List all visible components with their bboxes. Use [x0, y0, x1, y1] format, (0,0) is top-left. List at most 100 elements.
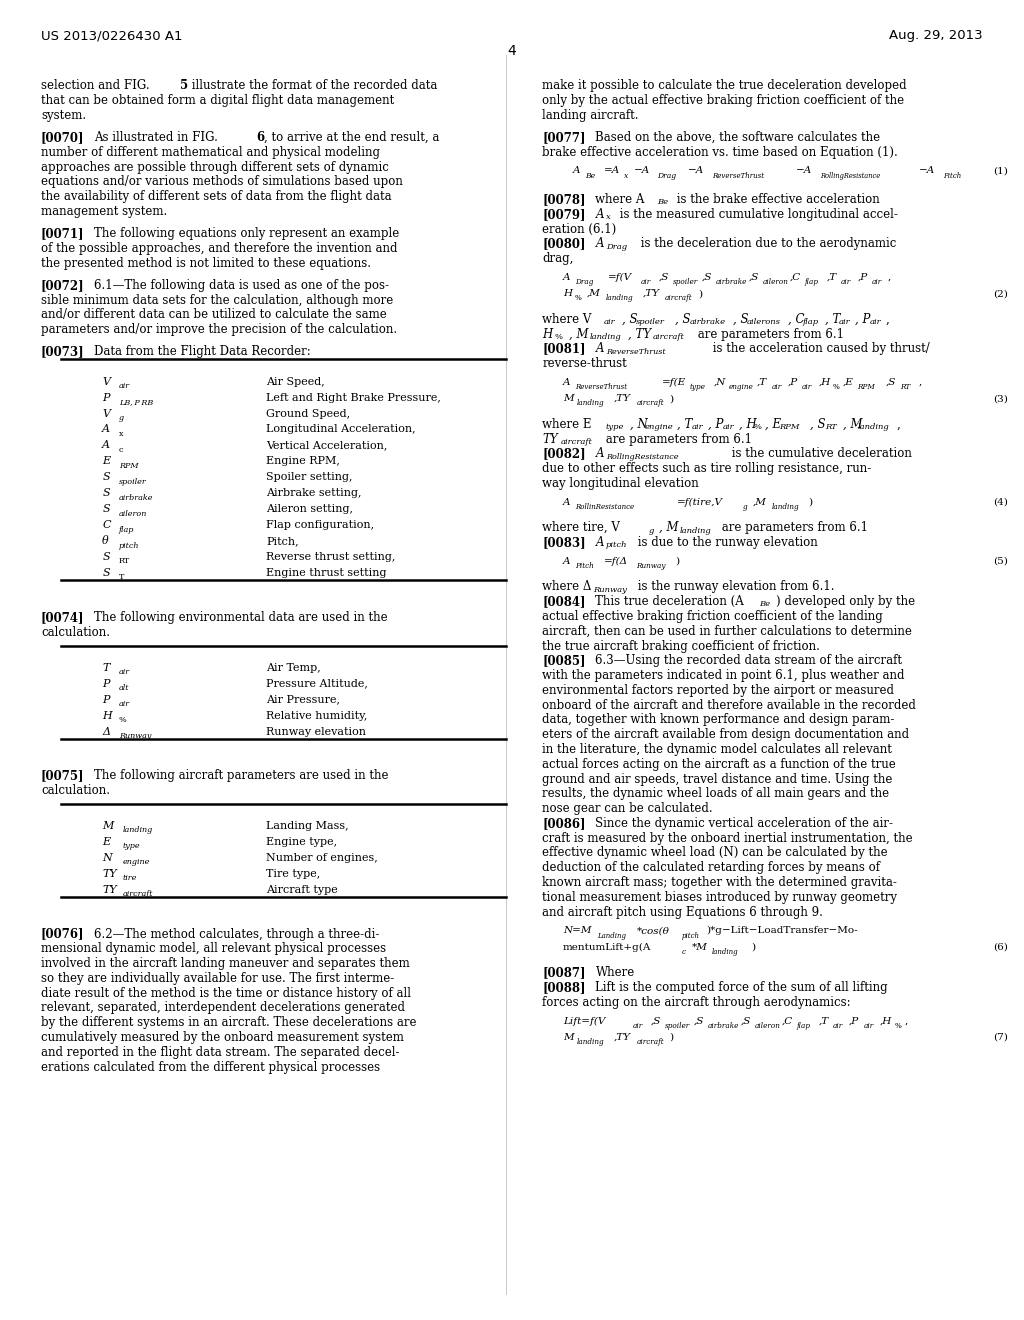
- Text: ): ): [751, 942, 755, 952]
- Text: S: S: [102, 488, 110, 499]
- Text: Δ: Δ: [102, 726, 111, 737]
- Text: Tire type,: Tire type,: [266, 869, 321, 879]
- Text: Relative humidity,: Relative humidity,: [266, 710, 368, 721]
- Text: ,M: ,M: [753, 498, 767, 507]
- Text: ReverseThrust: ReverseThrust: [605, 347, 666, 355]
- Text: [0081]: [0081]: [543, 342, 586, 355]
- Text: Reverse thrust setting,: Reverse thrust setting,: [266, 552, 395, 562]
- Text: so they are individually available for use. The first interme-: so they are individually available for u…: [41, 972, 394, 985]
- Text: , to arrive at the end result, a: , to arrive at the end result, a: [264, 131, 439, 144]
- Text: is the acceleration caused by thrust/: is the acceleration caused by thrust/: [709, 342, 930, 355]
- Text: ,S: ,S: [658, 273, 670, 282]
- Text: c: c: [119, 446, 123, 454]
- Text: involved in the aircraft landing maneuver and separates them: involved in the aircraft landing maneuve…: [41, 957, 410, 970]
- Text: where tire, V: where tire, V: [543, 521, 621, 535]
- Text: engine: engine: [123, 858, 151, 866]
- Text: RT: RT: [824, 422, 837, 432]
- Text: ,S: ,S: [650, 1016, 662, 1026]
- Text: airbrake: airbrake: [689, 318, 726, 326]
- Text: actual effective braking friction coefficient of the landing: actual effective braking friction coeffi…: [543, 610, 883, 623]
- Text: ,S: ,S: [886, 378, 896, 387]
- Text: ,P: ,P: [857, 273, 867, 282]
- Text: Left and Right Brake Pressure,: Left and Right Brake Pressure,: [266, 392, 441, 403]
- Text: [0071]: [0071]: [41, 227, 84, 240]
- Text: 5: 5: [180, 79, 188, 92]
- Text: , T: , T: [824, 313, 840, 326]
- Text: make it possible to calculate the true deceleration developed: make it possible to calculate the true d…: [543, 79, 907, 92]
- Text: TY: TY: [102, 884, 117, 895]
- Text: landing: landing: [590, 333, 622, 341]
- Text: C: C: [102, 520, 111, 531]
- Text: air: air: [119, 668, 130, 676]
- Text: eters of the aircraft available from design documentation and: eters of the aircraft available from des…: [543, 729, 909, 742]
- Text: of the possible approaches, and therefore the invention and: of the possible approaches, and therefor…: [41, 242, 397, 255]
- Text: way longitudinal elevation: way longitudinal elevation: [543, 477, 699, 490]
- Text: *M: *M: [691, 942, 708, 952]
- Text: parameters and/or improve the precision of the calculation.: parameters and/or improve the precision …: [41, 323, 397, 337]
- Text: selection and FIG.: selection and FIG.: [41, 79, 154, 92]
- Text: A: A: [102, 441, 111, 450]
- Text: ): ): [697, 289, 701, 298]
- Text: number of different mathematical and physical modeling: number of different mathematical and phy…: [41, 145, 380, 158]
- Text: spoiler: spoiler: [673, 279, 698, 286]
- Text: −A: −A: [687, 166, 703, 176]
- Text: ,T: ,T: [826, 273, 837, 282]
- Text: flap: flap: [119, 525, 134, 533]
- Text: =f(E: =f(E: [662, 378, 686, 387]
- Text: Based on the above, the software calculates the: Based on the above, the software calcula…: [595, 131, 881, 144]
- Text: erations calculated from the different physical processes: erations calculated from the different p…: [41, 1060, 380, 1073]
- Text: is the runway elevation from 6.1.: is the runway elevation from 6.1.: [634, 581, 835, 594]
- Text: A: A: [563, 378, 570, 387]
- Text: [0079]: [0079]: [543, 207, 586, 220]
- Text: [0088]: [0088]: [543, 981, 586, 994]
- Text: %: %: [894, 1022, 901, 1030]
- Text: alt: alt: [119, 684, 129, 692]
- Text: −A: −A: [919, 166, 935, 176]
- Text: Pitch: Pitch: [943, 172, 962, 180]
- Text: Runway elevation: Runway elevation: [266, 726, 366, 737]
- Text: where Δ: where Δ: [543, 581, 592, 594]
- Text: ReverseThrust: ReverseThrust: [575, 383, 627, 391]
- Text: RollingResistance: RollingResistance: [820, 172, 881, 180]
- Text: Lift is the computed force of the sum of all lifting: Lift is the computed force of the sum of…: [595, 981, 888, 994]
- Text: illustrate the format of the recorded data: illustrate the format of the recorded da…: [188, 79, 437, 92]
- Text: air: air: [833, 1022, 843, 1030]
- Text: only by the actual effective braking friction coefficient of the: only by the actual effective braking fri…: [543, 94, 904, 107]
- Text: is the cumulative deceleration: is the cumulative deceleration: [728, 447, 912, 461]
- Text: As illustrated in FIG.: As illustrated in FIG.: [94, 131, 222, 144]
- Text: *cos(θ: *cos(θ: [636, 927, 670, 936]
- Text: airbrake: airbrake: [716, 279, 748, 286]
- Text: (6): (6): [993, 942, 1008, 952]
- Text: pitch: pitch: [681, 932, 699, 940]
- Text: air: air: [691, 422, 703, 432]
- Text: P: P: [102, 694, 110, 705]
- Text: )*g−Lift−LoadTransfer−Mo-: )*g−Lift−LoadTransfer−Mo-: [706, 927, 857, 936]
- Text: Runway: Runway: [636, 562, 666, 570]
- Text: [0083]: [0083]: [543, 536, 586, 549]
- Text: Engine RPM,: Engine RPM,: [266, 457, 340, 466]
- Text: A: A: [563, 498, 570, 507]
- Text: , M: , M: [569, 327, 589, 341]
- Text: =f(V: =f(V: [607, 273, 632, 282]
- Text: =f(tire,V: =f(tire,V: [677, 498, 723, 507]
- Text: Aircraft type: Aircraft type: [266, 884, 338, 895]
- Text: [0077]: [0077]: [543, 131, 586, 144]
- Text: is due to the runway elevation: is due to the runway elevation: [634, 536, 818, 549]
- Text: airbrake: airbrake: [119, 494, 154, 502]
- Text: drag,: drag,: [543, 252, 573, 265]
- Text: spoiler: spoiler: [119, 478, 146, 486]
- Text: [0087]: [0087]: [543, 966, 586, 979]
- Text: mensional dynamic model, all relevant physical processes: mensional dynamic model, all relevant ph…: [41, 942, 386, 956]
- Text: (4): (4): [993, 498, 1008, 507]
- Text: ,: ,: [919, 378, 922, 387]
- Text: ,T: ,T: [818, 1016, 828, 1026]
- Text: A: A: [595, 536, 604, 549]
- Text: aircraft: aircraft: [636, 1038, 664, 1045]
- Text: the availability of different sets of data from the flight data: the availability of different sets of da…: [41, 190, 391, 203]
- Text: pitch: pitch: [605, 541, 627, 549]
- Text: landing: landing: [771, 503, 799, 511]
- Text: T: T: [119, 573, 124, 581]
- Text: landing: landing: [123, 826, 153, 834]
- Text: ,P: ,P: [787, 378, 798, 387]
- Text: ,S: ,S: [701, 273, 713, 282]
